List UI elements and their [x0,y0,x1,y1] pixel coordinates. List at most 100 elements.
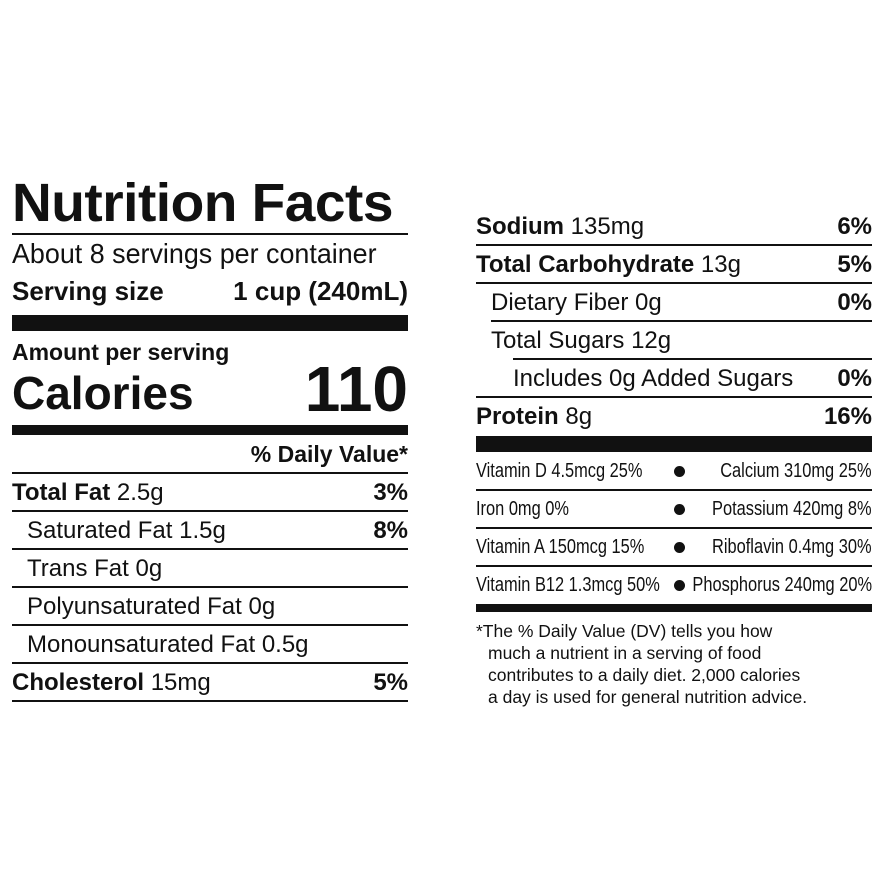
vitamin-right: Calcium 310mg 25% [687,452,872,490]
nutrient-name: Total Fat [12,479,111,506]
nutrient-row: Saturated Fat 1.5g 8% [12,512,408,550]
daily-value-percent: 0% [837,365,872,392]
divider-thin [476,565,872,567]
divider-thin [12,662,408,664]
nutrient-amount: 0g [635,289,662,316]
nutrient-amount: 0g [135,555,163,582]
divider-thin [476,396,872,398]
divider-thin [12,624,408,626]
bullet-icon [674,466,685,477]
divider-thin [12,700,408,702]
divider-thin [12,510,408,512]
nutrient-amount: 13g [700,251,741,278]
divider-thick [476,436,872,452]
daily-value-percent: 0% [837,289,872,316]
footnote-line: much a nutrient in a serving of food [488,643,762,663]
footnote-line: a day is used for general nutrition advi… [488,687,808,707]
amount-per-serving: Amount per serving [12,339,230,365]
vitamin-row: Vitamin A 150mcg 15% Riboflavin 0.4mg 30% [476,528,872,566]
nutrition-facts-right-column: Sodium 135mg 6% Total Carbohydrate 13g 5% Di… [476,0,872,884]
footnote-line: *The % Daily Value (DV) tells you how [476,621,773,641]
nutrient-amount: 15mg [150,669,211,696]
daily-value-header: % Daily Value* [250,441,408,467]
nutrient-amount: 2.5g [116,479,164,506]
calories-label: Calories [12,367,194,419]
divider-medium [12,425,408,435]
vitamin-left: Vitamin A 150mcg 15% [476,528,681,566]
nutrient-name: Monounsaturated Fat [27,631,256,658]
title: Nutrition Facts [12,173,393,233]
nutrient-row: Total Carbohydrate 13g 5% [476,246,872,284]
vitamin-left-text: Vitamin A 150mcg 15% [476,536,645,558]
daily-value-percent: 5% [837,251,872,278]
nutrient-row: Monounsaturated Fat 0.5g [12,626,408,664]
calories-value: 110 [304,353,408,425]
vitamin-right-text: Phosphorus 240mg 20% [692,574,872,596]
servings-per-container: About 8 servings per container [12,238,377,269]
divider-medium [476,604,872,612]
divider-thin [12,548,408,550]
nutrient-amount: 1.5g [179,517,226,544]
nutrient-row: Protein 8g 16% [476,398,872,436]
nutrient-name: Sodium [476,213,564,240]
vitamin-right-text: Riboflavin 0.4mg 30% [712,536,872,558]
nutrient-row: Total Fat 2.5g 3% [12,474,408,512]
serving-size-value: 1 cup (240mL) [233,276,408,306]
footnote-line: contributes to a daily diet. 2,000 calor… [488,665,801,685]
nutrient-name: Includes 0g Added Sugars [513,365,794,392]
divider-thin [476,244,872,246]
nutrient-name: Total Sugars [491,327,625,354]
vitamin-right-text: Potassium 420mg 8% [712,498,872,520]
divider-thin [476,282,872,284]
divider-thin [476,489,872,491]
vitamin-right-text: Calcium 310mg 25% [720,460,872,482]
nutrient-amount: 0g [248,593,276,620]
vitamin-right: Riboflavin 0.4mg 30% [677,528,872,566]
nutrient-name: Total Carbohydrate [476,251,695,278]
nutrient-row: Trans Fat 0g [12,550,408,588]
nutrient-row: Sodium 135mg 6% [476,208,872,246]
nutrient-row: Includes 0g Added Sugars 0% [476,360,872,398]
serving-size-label: Serving size [12,276,164,306]
vitamin-right: Phosphorus 240mg 20% [653,566,872,604]
vitamin-left: Vitamin B12 1.3mcg 50% [476,566,700,604]
nutrient-amount: 135mg [570,213,645,240]
vitamin-left-text: Vitamin B12 1.3mcg 50% [476,574,660,596]
nutrient-name: Polyunsaturated Fat [27,593,242,620]
divider-thick [12,315,408,331]
nutrient-amount: 12g [631,327,672,354]
divider-thin [491,320,872,322]
bullet-icon [674,504,685,515]
nutrient-name: Saturated Fat [27,517,173,544]
vitamin-row: Iron 0mg 0% Potassium 420mg 8% [476,490,872,528]
vitamin-left-text: Iron 0mg 0% [476,498,569,520]
vitamin-left-text: Vitamin D 4.5mcg 25% [476,460,643,482]
daily-value-percent: 5% [373,669,408,696]
daily-value-percent: 16% [823,403,872,430]
bullet-icon [674,542,685,553]
daily-value-percent: 3% [373,479,408,506]
nutrient-row: Total Sugars 12g [476,322,872,360]
daily-value-percent: 8% [373,517,408,544]
footnote: *The % Daily Value (DV) tells you how mu… [476,620,872,708]
nutrition-facts-left-column: Nutrition Facts About 8 servings per con… [12,0,408,884]
divider-thin [12,472,408,474]
nutrient-row: Cholesterol 15mg 5% [12,664,408,702]
divider-thin [12,233,408,235]
nutrient-name: Protein [476,403,559,430]
nutrient-row: Polyunsaturated Fat 0g [12,588,408,626]
nutrient-amount: 0.5g [261,631,309,658]
nutrient-name: Dietary Fiber [491,289,629,316]
nutrient-name: Cholesterol [12,669,145,696]
daily-value-percent: 6% [837,213,872,240]
bullet-icon [674,580,685,591]
divider-thin [476,527,872,529]
divider-thin [12,586,408,588]
vitamin-row: Vitamin B12 1.3mcg 50% Phosphorus 240mg 2… [476,566,872,604]
nutrient-name: Trans Fat [27,555,129,582]
vitamin-left: Vitamin D 4.5mcg 25% [476,452,679,490]
vitamin-row: Vitamin D 4.5mcg 25% Calcium 310mg 25% [476,452,872,490]
vitamin-left: Iron 0mg 0% [476,490,589,528]
divider-thin [513,358,872,360]
nutrient-amount: 8g [565,403,593,430]
